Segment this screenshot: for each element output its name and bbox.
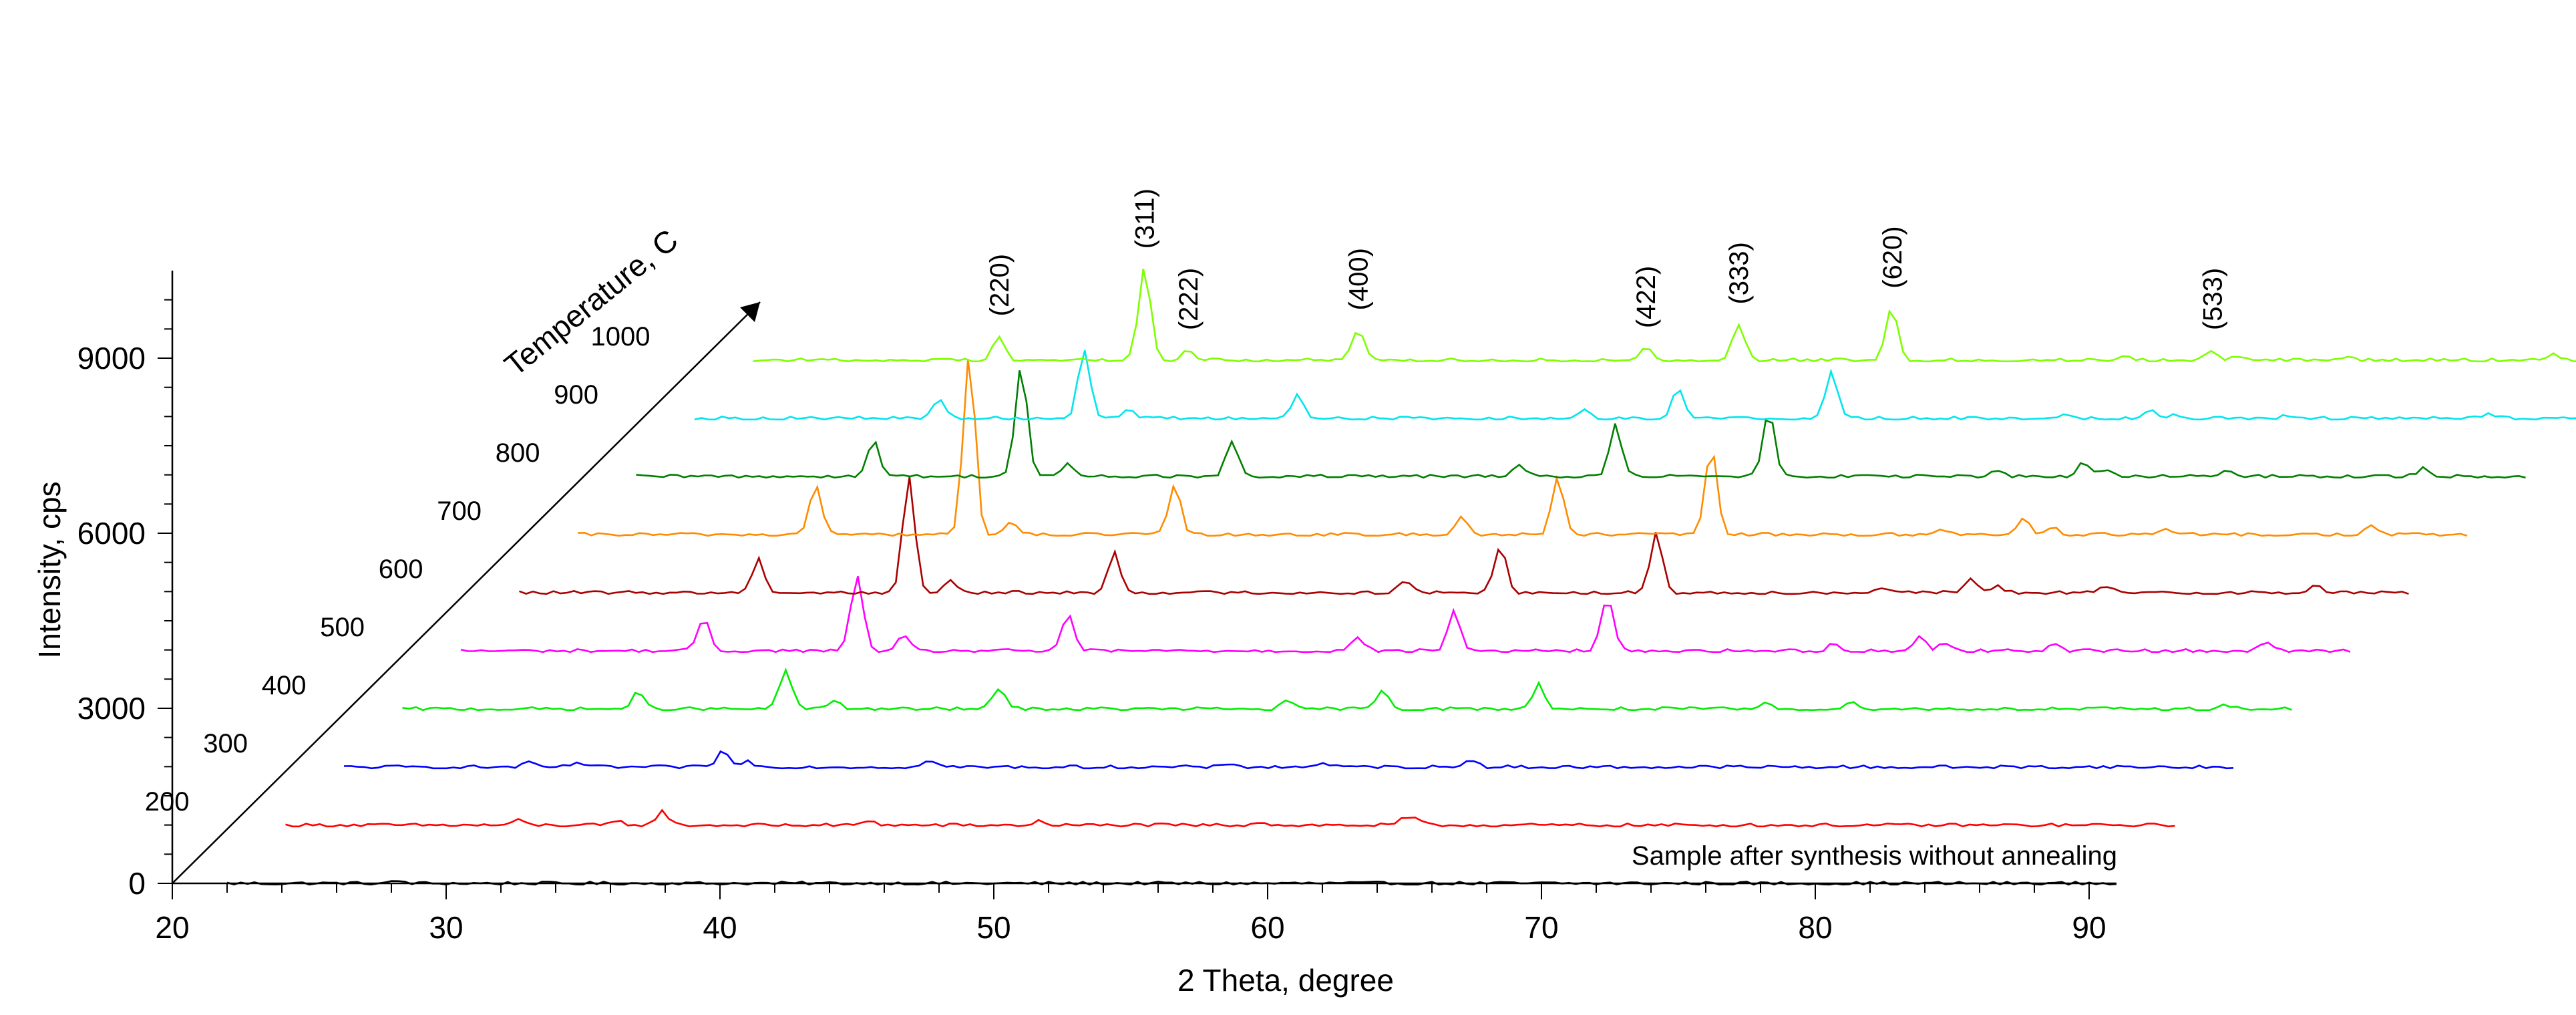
temperature-label: 200 xyxy=(145,787,190,817)
depth-axis-line xyxy=(172,301,761,884)
x-tick-label: 40 xyxy=(703,910,737,945)
y-axis-title: Intensity, cps xyxy=(32,481,67,658)
miller-index-label: (400) xyxy=(1344,248,1373,310)
y-tick-label: 0 xyxy=(128,866,146,901)
series-line-700 xyxy=(577,359,2468,537)
series-layer: 200 300 400 500 600 700 800 900 1000 xyxy=(145,269,2576,886)
x-axis-title: 2 Theta, degree xyxy=(1177,963,1394,998)
miller-index-label: (311) xyxy=(1131,188,1160,249)
miller-index-label: (222) xyxy=(1174,268,1204,330)
temperature-label: 400 xyxy=(262,671,307,700)
miller-index-label: (533) xyxy=(2199,268,2228,330)
x-tick-label: 20 xyxy=(155,910,189,945)
depth-axis-arrowhead xyxy=(740,302,760,322)
x-tick-label: 80 xyxy=(1798,910,1832,945)
series-line-600 xyxy=(519,476,2409,595)
series-line-500 xyxy=(460,575,2351,654)
x-tick-label: 60 xyxy=(1250,910,1284,945)
series-line-400 xyxy=(402,668,2292,712)
x-tick-label: 50 xyxy=(976,910,1010,945)
y-tick-label: 6000 xyxy=(77,516,146,551)
miller-index-label: (422) xyxy=(1632,266,1661,328)
temperature-label: 800 xyxy=(496,438,540,468)
x-tick-label: 30 xyxy=(429,910,463,945)
series-line-300 xyxy=(343,750,2234,770)
temperature-label: 300 xyxy=(203,729,248,758)
y-tick-label: 9000 xyxy=(77,341,146,376)
series-line-900 xyxy=(694,349,2576,421)
temperature-label: 900 xyxy=(554,380,598,410)
y-tick-label: 3000 xyxy=(77,691,146,726)
x-tick-label: 90 xyxy=(2072,910,2106,945)
temperature-label: 600 xyxy=(379,555,423,584)
miller-index-label: (220) xyxy=(985,254,1015,316)
temperature-label: 500 xyxy=(320,613,365,642)
temperature-label: 700 xyxy=(437,496,482,526)
series-line-1000 xyxy=(753,269,2576,363)
miller-index-label: (333) xyxy=(1724,242,1754,304)
miller-index-label: (620) xyxy=(1878,226,1907,288)
temperature-label: 1000 xyxy=(591,322,651,351)
depth-axis xyxy=(172,301,761,884)
baseline-note: Sample after synthesis without annealing xyxy=(1632,841,2117,871)
series-line-200 xyxy=(285,809,2175,828)
series-line-800 xyxy=(636,370,2526,479)
x-tick-label: 70 xyxy=(1524,910,1558,945)
annotation-layer: (220) (311) (222) (400) (422) (333) (620) (533) xyxy=(985,188,2227,330)
